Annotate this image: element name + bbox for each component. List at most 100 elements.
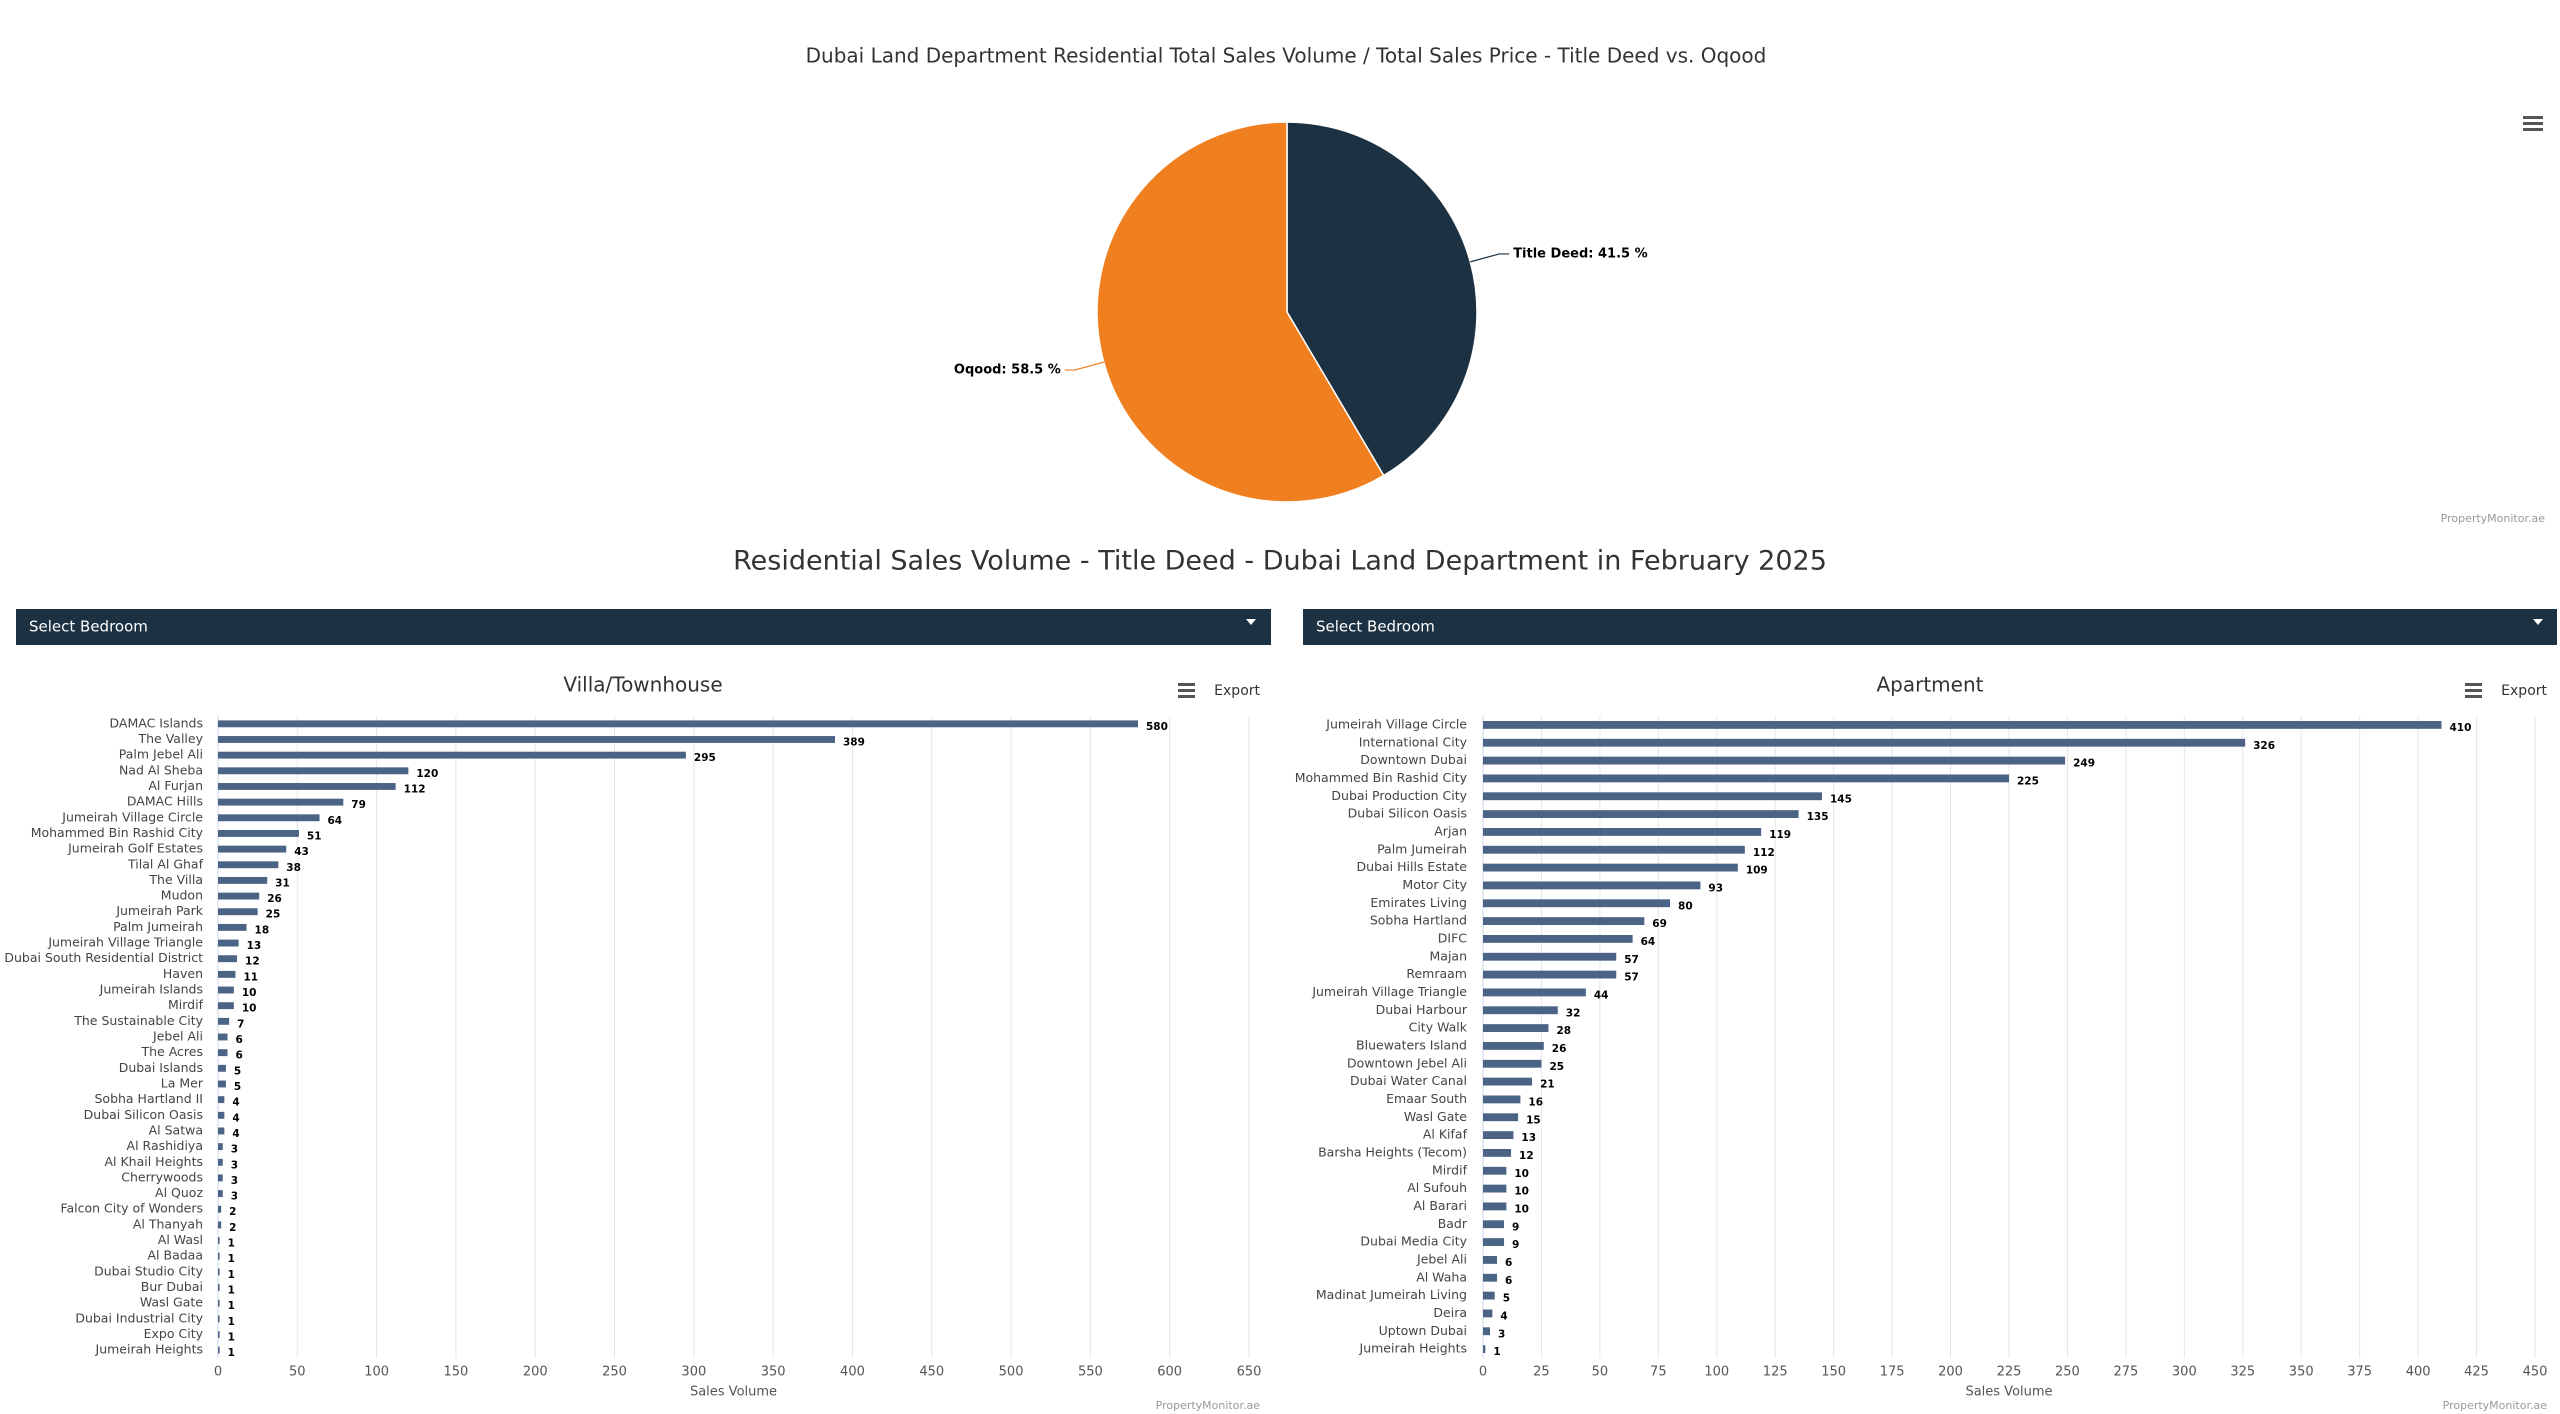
bar <box>218 798 344 806</box>
y-tick-label: Jumeirah Islands <box>99 982 203 997</box>
export-icon-bar[interactable] <box>1178 689 1195 692</box>
bar <box>1483 845 1745 854</box>
export-icon-bar[interactable] <box>1178 683 1195 686</box>
bar <box>1483 756 2066 765</box>
y-tick-label: Dubai Studio City <box>94 1263 203 1278</box>
data-label: 5 <box>1503 1293 1510 1305</box>
dropdown[interactable]: Select Bedroom <box>1303 609 2557 645</box>
x-tick-label: 425 <box>2464 1365 2489 1380</box>
data-label: 1 <box>228 1347 235 1359</box>
x-tick-label: 250 <box>2055 1365 2080 1380</box>
data-label: 16 <box>1528 1096 1543 1108</box>
y-tick-label: DIFC <box>1438 930 1468 945</box>
y-tick-label: Jumeirah Heights <box>1359 1341 1467 1356</box>
menu-bar[interactable] <box>2523 116 2543 119</box>
bar <box>1483 952 1617 961</box>
y-tick-label: Madinat Jumeirah Living <box>1316 1287 1467 1302</box>
dropdown-label[interactable]: Select Bedroom <box>29 618 148 636</box>
bar <box>1483 774 2009 783</box>
data-label: 2 <box>229 1206 236 1218</box>
export-icon-bar[interactable] <box>1178 695 1195 698</box>
dropdown[interactable]: Select Bedroom <box>16 609 1271 645</box>
export-label[interactable]: Export <box>1214 683 1260 699</box>
data-label: 4 <box>1500 1310 1507 1322</box>
y-tick-label: Mudon <box>161 888 203 903</box>
bar <box>218 1284 220 1291</box>
data-label: 10 <box>1514 1168 1529 1180</box>
data-label: 5 <box>234 1065 241 1077</box>
bar <box>1483 1238 1505 1247</box>
y-tick-label: Jumeirah Golf Estates <box>67 841 203 856</box>
export-icon-bar[interactable] <box>2465 689 2482 692</box>
data-label: 43 <box>294 846 309 858</box>
bar <box>1483 988 1586 997</box>
data-label: 11 <box>243 971 258 983</box>
y-tick-label: Jebel Ali <box>1416 1251 1467 1266</box>
dropdown-caret[interactable] <box>2533 619 2543 625</box>
bar <box>1483 934 1633 943</box>
x-tick-label: 100 <box>1704 1365 1729 1380</box>
export-icon-bar[interactable] <box>2465 683 2482 686</box>
data-label: 10 <box>242 987 257 999</box>
bar <box>1483 970 1617 979</box>
x-tick-label: 200 <box>1938 1365 1963 1380</box>
data-label: 4 <box>232 1097 239 1109</box>
data-label: 6 <box>1505 1275 1512 1287</box>
data-label: 6 <box>236 1050 243 1062</box>
menu-bar[interactable] <box>2523 128 2543 131</box>
bar <box>1483 827 1762 836</box>
data-label: 3 <box>231 1191 238 1203</box>
data-label: 109 <box>1746 865 1768 877</box>
export-icon-bar[interactable] <box>2465 695 2482 698</box>
y-tick-label: Jumeirah Heights <box>95 1342 203 1357</box>
menu-icon[interactable] <box>2523 116 2543 131</box>
y-tick-label: Palm Jumeirah <box>113 919 203 934</box>
y-tick-label: Al Sufouh <box>1407 1180 1467 1195</box>
data-label: 32 <box>1566 1007 1581 1019</box>
dropdown-label[interactable]: Select Bedroom <box>1316 618 1435 636</box>
data-label: 225 <box>2017 775 2039 787</box>
y-tick-label: Al Barari <box>1413 1198 1467 1213</box>
data-label: 326 <box>2253 740 2275 752</box>
x-tick-label: 300 <box>2172 1365 2197 1380</box>
dropdown-caret[interactable] <box>1246 619 1256 625</box>
y-tick-label: The Sustainable City <box>73 1013 203 1028</box>
y-tick-label: The Acres <box>141 1044 204 1059</box>
data-label: 5 <box>234 1081 241 1093</box>
data-label: 69 <box>1652 918 1667 930</box>
bar <box>1483 1184 1507 1193</box>
bar <box>1483 881 1701 890</box>
data-label: 3 <box>231 1175 238 1187</box>
export-label[interactable]: Export <box>2501 683 2547 699</box>
data-label: 80 <box>1678 900 1693 912</box>
bar <box>218 970 236 978</box>
bar <box>218 1127 225 1135</box>
data-label: 120 <box>416 768 438 780</box>
y-tick-label: Downtown Jebel Ali <box>1347 1055 1467 1070</box>
y-tick-label: Dubai Harbour <box>1376 1002 1468 1017</box>
y-tick-label: Badr <box>1438 1216 1468 1231</box>
y-tick-label: Dubai Silicon Oasis <box>84 1107 203 1122</box>
bar <box>1483 1345 1486 1354</box>
data-label: 6 <box>1505 1257 1512 1269</box>
bar <box>218 767 409 775</box>
y-tick-label: Jumeirah Village Circle <box>1325 716 1467 731</box>
dropdown-box[interactable] <box>16 609 1271 645</box>
data-label: 249 <box>2073 758 2095 770</box>
data-label: 26 <box>267 893 282 905</box>
y-tick-label: Mohammed Bin Rashid City <box>31 825 204 840</box>
dropdown-box[interactable] <box>1303 609 2557 645</box>
y-tick-label: Jumeirah Village Triangle <box>1311 984 1467 999</box>
label-connector <box>1470 253 1510 263</box>
y-tick-label: Dubai Industrial City <box>75 1310 203 1325</box>
data-label: 18 <box>255 924 270 936</box>
y-tick-label: Remraam <box>1406 966 1467 981</box>
data-label: 1 <box>228 1316 235 1328</box>
bar <box>218 1268 220 1276</box>
data-label: 1 <box>228 1285 235 1297</box>
bar <box>218 814 320 822</box>
menu-bar[interactable] <box>2523 122 2543 125</box>
data-label: 4 <box>232 1112 239 1124</box>
data-label: 15 <box>1526 1114 1541 1126</box>
data-label: 25 <box>266 909 281 921</box>
